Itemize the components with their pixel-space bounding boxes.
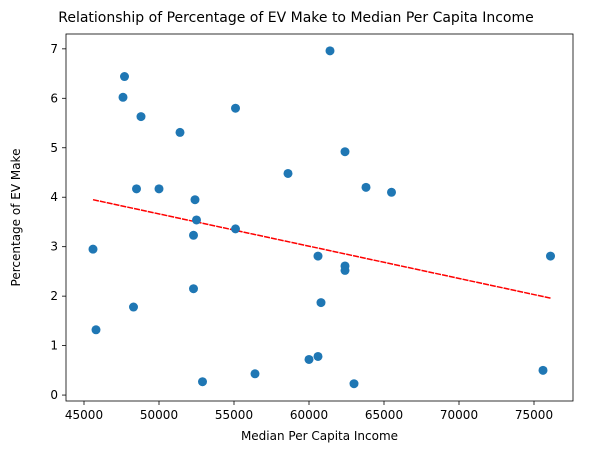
data-point — [304, 354, 314, 364]
data-point — [91, 325, 101, 335]
chart-title: Relationship of Percentage of EV Make to… — [58, 10, 534, 26]
data-point — [361, 182, 371, 192]
y-tick-label: 1 — [50, 339, 58, 353]
y-tick-label: 0 — [50, 388, 58, 402]
data-point — [198, 377, 207, 387]
data-point — [118, 92, 128, 102]
x-tick-label: 50000 — [140, 408, 178, 422]
data-point — [175, 127, 185, 137]
data-point — [88, 244, 98, 254]
plot-frame — [65, 33, 574, 402]
data-point — [132, 184, 141, 194]
data-point — [546, 251, 555, 261]
data-point — [231, 103, 240, 113]
data-point — [190, 195, 200, 205]
y-axis-ticks: 0 1 2 3 4 5 6 7 — [50, 42, 66, 402]
y-tick-label: 5 — [50, 141, 58, 155]
data-point — [313, 251, 323, 261]
data-point — [313, 351, 323, 361]
data-point — [154, 184, 164, 194]
y-tick-label: 7 — [50, 42, 58, 56]
data-point — [387, 187, 396, 197]
x-axis-ticks: 45000 50000 55000 60000 65000 70000 75000 — [65, 401, 553, 422]
data-point — [250, 369, 260, 379]
x-tick-label: 45000 — [65, 408, 103, 422]
data-point — [231, 224, 240, 234]
regression-line — [92, 198, 551, 299]
y-tick-label: 2 — [50, 289, 58, 303]
x-tick-label: 55000 — [215, 408, 253, 422]
data-point — [189, 230, 198, 240]
data-point — [129, 302, 138, 312]
data-point — [316, 298, 326, 308]
y-tick-label: 3 — [50, 240, 58, 254]
x-tick-label: 65000 — [365, 408, 403, 422]
y-tick-label: 4 — [50, 190, 58, 204]
data-points — [88, 46, 555, 389]
x-axis-label: Median Per Capita Income — [241, 429, 398, 443]
x-tick-label: 70000 — [440, 408, 478, 422]
data-point — [192, 215, 201, 225]
data-point — [136, 112, 146, 122]
data-point — [340, 147, 350, 157]
x-tick-label: 60000 — [290, 408, 328, 422]
data-point — [349, 379, 359, 389]
data-point — [120, 72, 129, 82]
data-point — [538, 365, 548, 375]
data-point — [325, 46, 335, 56]
data-point — [189, 284, 198, 294]
data-point — [340, 265, 350, 275]
x-tick-label: 75000 — [515, 408, 553, 422]
data-point — [283, 168, 293, 178]
y-tick-label: 6 — [50, 91, 58, 105]
regression-layer — [92, 198, 551, 299]
y-axis-label: Percentage of EV Make — [9, 149, 23, 287]
